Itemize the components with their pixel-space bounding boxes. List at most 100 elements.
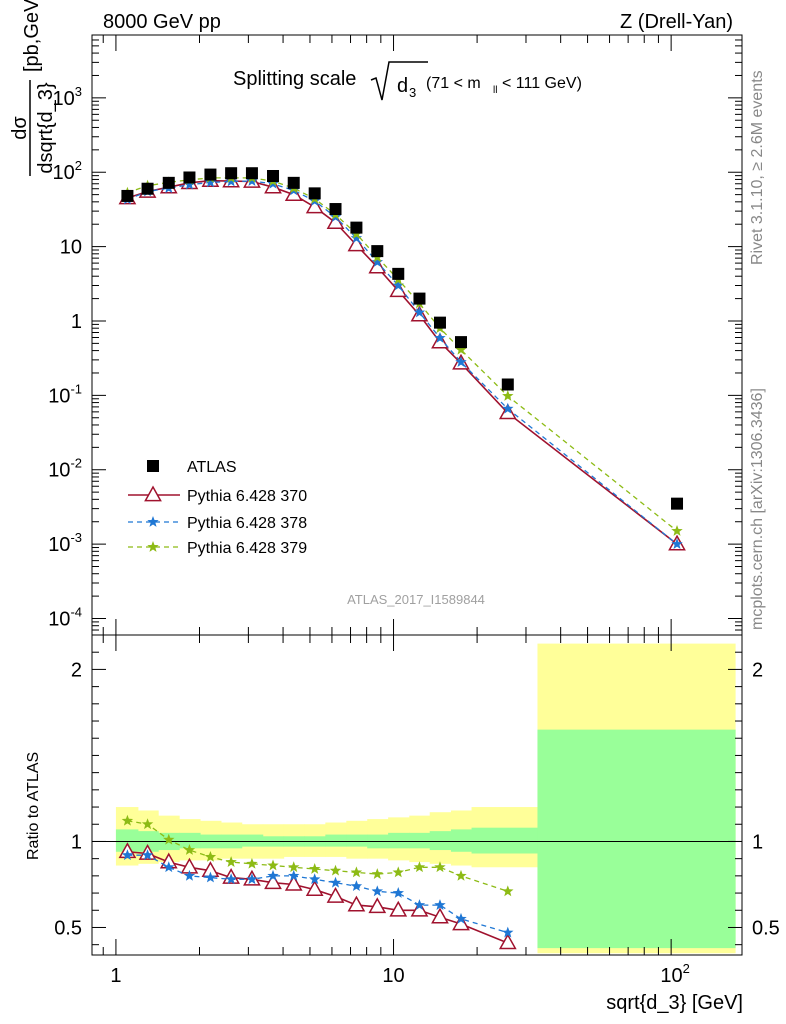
ratio-2-point <box>329 876 342 888</box>
ratio-3-point <box>434 861 446 873</box>
ratio-2-point <box>350 880 363 892</box>
ratio-1-point <box>410 900 429 917</box>
atlas-point <box>245 167 258 180</box>
y-tick-label-bottom-left: 2 <box>71 659 82 681</box>
ratio-1-point <box>305 880 324 896</box>
legend-label-0: ATLAS <box>187 459 237 476</box>
y-tick-label-top: 10-3 <box>48 530 82 556</box>
series-2-point <box>434 332 446 343</box>
ratio-line-1 <box>127 851 509 944</box>
sqrt-sign-icon <box>370 61 428 101</box>
title-var: d <box>397 75 408 97</box>
ratio-2-point <box>121 849 134 861</box>
atlas-point <box>329 203 342 216</box>
plot-title: Splitting scale d 3 (71 < m ll < 111 GeV… <box>233 61 582 101</box>
ratio-3-point <box>371 868 383 879</box>
title-cut-sub: ll <box>493 85 497 96</box>
top-plot-area <box>118 167 686 551</box>
atlas-point <box>121 189 134 202</box>
uncertainty-band-inner <box>241 834 264 847</box>
y-tick-label-bottom-right: 0.5 <box>752 917 780 939</box>
ratio-2-point <box>204 871 217 883</box>
atlas-point <box>413 292 426 305</box>
ratio-2-point <box>288 869 300 881</box>
atlas-point <box>501 378 514 391</box>
ratio-1-point <box>498 933 517 950</box>
series-1-point <box>284 185 303 201</box>
atlas-point <box>267 169 280 182</box>
y-tick-label-top: 10-1 <box>48 381 82 407</box>
uncertainty-band-inner <box>115 829 139 852</box>
ratio-2-point <box>225 873 237 885</box>
legend-marker-2 <box>147 516 159 527</box>
ratio-3-point <box>308 862 321 874</box>
ratio-2-point <box>392 887 404 898</box>
ratio-2-point <box>183 869 196 881</box>
legend-marker-1 <box>144 485 162 502</box>
ratio-1-point <box>431 907 449 924</box>
ratio-3-point <box>392 866 404 878</box>
header-right: Z (Drell-Yan) <box>620 11 733 33</box>
legend-label-2: Pythia 6.428 378 <box>187 515 307 532</box>
legend-marker-3 <box>147 541 159 552</box>
ratio-3-point <box>350 866 363 878</box>
ratio-3-point <box>141 818 154 830</box>
series-3-point <box>502 390 514 401</box>
uncertainty-band-inner <box>409 832 431 849</box>
ratio-1-point <box>326 886 345 903</box>
uncertainty-band-inner <box>325 834 347 847</box>
ratio-2-point <box>455 912 467 924</box>
x-tick-label: 102 <box>660 961 689 987</box>
ratio-3-point <box>121 814 134 826</box>
y-axis-label-bottom: Ratio to ATLAS <box>25 752 42 860</box>
y-tick-label-top: 103 <box>53 84 82 110</box>
ratio-1-point <box>284 874 303 891</box>
ratio-3-point <box>246 857 258 869</box>
atlas-point <box>308 187 321 200</box>
legend: ATLAS Pythia 6.428 370 Pythia 6.428 378 Pyt… <box>128 459 307 557</box>
title-cut-end: < 111 GeV) <box>502 75 582 92</box>
ratio-3-point <box>163 833 175 845</box>
ratio-2-point <box>434 899 446 910</box>
series-1-point <box>305 197 324 214</box>
legend-label-1: Pythia 6.428 370 <box>187 488 307 505</box>
y-tick-label-top: 1 <box>71 311 82 333</box>
x-tick-label: 1 <box>110 965 121 987</box>
series-3-point <box>455 343 467 355</box>
legend-marker-0 <box>147 460 159 472</box>
ratio-3-point <box>288 861 300 873</box>
atlas-point <box>225 167 238 180</box>
ratio-2-point <box>413 899 426 910</box>
atlas-point <box>350 221 363 234</box>
series-2-point <box>204 176 217 188</box>
uncertainty-band-inner <box>179 832 201 849</box>
ratio-3-point <box>225 856 237 867</box>
title-cut: (71 < m <box>426 75 481 92</box>
y-axis-label-top: dσ dsqrt{d_3} [pb,GeV -1 ] <box>9 0 57 176</box>
y-label-denominator: dsqrt{d_3} <box>35 82 57 174</box>
x-axis-label: sqrt{d_3} [GeV] <box>606 992 743 1014</box>
series-2-point <box>392 279 404 291</box>
y-label-numerator: dσ <box>9 116 31 140</box>
y-tick-label-top: 10 <box>60 237 82 259</box>
atlas-point <box>141 182 154 195</box>
atlas-point <box>392 267 405 280</box>
y-tick-label-top: 102 <box>53 158 82 184</box>
series-2-point <box>183 178 196 190</box>
atlas-point <box>287 176 300 189</box>
series-2-point <box>502 402 514 414</box>
y-tick-label-bottom-right: 1 <box>752 831 763 853</box>
title-main: Splitting scale <box>233 68 356 90</box>
rivet-label: Rivet 3.1.10, ≥ 2.6M events <box>749 70 766 265</box>
uncertainty-band-inner <box>429 831 452 851</box>
watermark: ATLAS_2017_I1589844 <box>347 592 485 607</box>
top-panel: 10-4 10-3 10-2 10-1 1 10 102 103 <box>48 34 743 636</box>
mcplots-label: mcplots.cern.ch [arXiv:1306.3436] <box>749 388 766 630</box>
uncertainty-band-inner <box>388 832 410 849</box>
atlas-point <box>433 316 446 329</box>
y-tick-label-bottom-left: 0.5 <box>54 917 82 939</box>
ratio-2-point <box>502 926 514 938</box>
ratio-2-point <box>371 885 383 897</box>
ratio-3-point <box>413 861 426 873</box>
